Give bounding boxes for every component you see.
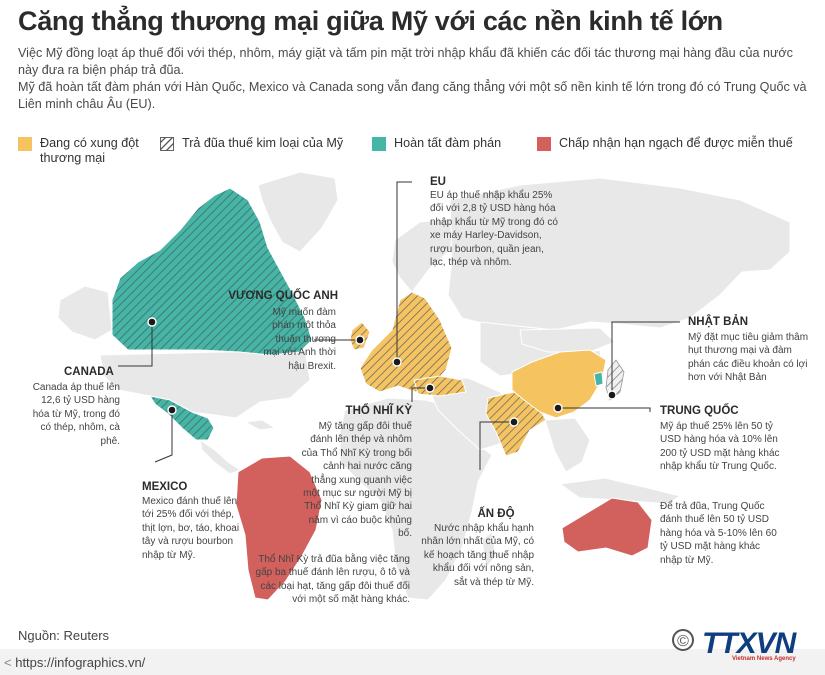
intro-paragraph-1: Việc Mỹ đồng loạt áp thuế đối với thép, … xyxy=(18,46,793,77)
marker-india xyxy=(509,417,519,427)
marker-eu xyxy=(392,357,402,367)
india-text: Nước nhập khẩu hạnh nhân lớn nhất của Mỹ… xyxy=(421,523,534,588)
eu-text: EU áp thuế nhập khẩu 25% đối với 2,8 tỷ … xyxy=(430,190,558,269)
leader-japan xyxy=(611,321,680,395)
leader-india xyxy=(479,421,514,470)
land-usa xyxy=(99,349,311,419)
page-title: Căng thẳng thương mại giữa Mỹ với các nề… xyxy=(18,6,723,36)
legend-swatch-negotiated xyxy=(372,137,386,151)
region-south-korea xyxy=(593,371,604,387)
land-alaska xyxy=(57,285,113,341)
land-russia xyxy=(447,177,791,331)
land-central-america xyxy=(199,438,242,475)
footer-url: https://infographics.vn/ xyxy=(15,655,146,670)
marker-china xyxy=(553,403,563,413)
marker-canada xyxy=(147,317,157,327)
japan-text: Mỹ đặt mục tiêu giảm thâm hụt thương mại… xyxy=(688,332,809,384)
legend-label-conflict: Đang có xung đột thương mại xyxy=(40,136,139,165)
legend-swatch-hatch xyxy=(159,136,175,152)
uk-heading: VƯƠNG QUỐC ANH xyxy=(228,290,338,302)
region-australia xyxy=(561,497,653,557)
logo-agency: Vietnam News Agency xyxy=(732,656,796,662)
marker-japan xyxy=(607,390,617,400)
leader-mexico xyxy=(154,410,173,463)
footer-bar xyxy=(0,649,825,675)
source-note: Nguồn: Reuters xyxy=(18,628,110,643)
region-canada xyxy=(111,187,313,356)
intro-text: Việc Mỹ đồng loạt áp thuế đối với thép, … xyxy=(18,45,808,113)
copyright-icon: © xyxy=(672,629,694,651)
turkey-heading: THỔ NHĨ KỲ xyxy=(345,405,412,417)
intro-paragraph-2: Mỹ đã hoàn tất đàm phán với Hàn Quốc, Me… xyxy=(18,80,807,111)
canada-text: Canada áp thuế lên 12,6 tỷ USD hàng hóa … xyxy=(32,382,120,447)
land-indonesia xyxy=(558,477,682,505)
logo-text: TTXVN xyxy=(702,627,796,660)
japan-heading: NHẬT BẢN xyxy=(688,316,749,328)
region-japan xyxy=(605,359,625,401)
legend-swatch-quota xyxy=(537,137,551,151)
region-china xyxy=(511,349,607,419)
eu-heading: EU xyxy=(430,176,446,188)
marker-uk xyxy=(355,335,365,345)
land-greenland xyxy=(257,171,339,253)
legend-label-retaliation: Trả đũa thuế kim loại của Mỹ xyxy=(182,136,344,150)
region-eu xyxy=(359,291,453,393)
leader-china xyxy=(558,407,651,412)
land-nordic xyxy=(391,217,456,293)
leader-canada xyxy=(118,322,153,367)
legend-label-negotiated: Hoàn tất đàm phán xyxy=(394,136,502,150)
china-text-2: Để trả đũa, Trung Quốc đánh thuế lên 50 … xyxy=(660,501,777,566)
turkey-text-2: Thổ Nhĩ Kỳ trả đũa bằng việc tăng gấp ba… xyxy=(255,554,410,606)
canada-heading: CANADA xyxy=(64,366,114,378)
ttxvn-logo: © TTXVN Vietnam News Agency xyxy=(672,627,817,665)
legend-swatch-conflict xyxy=(18,137,32,151)
footer-link[interactable]: < https://infographics.vn/ xyxy=(4,655,145,670)
marker-mexico xyxy=(167,405,177,415)
land-madagascar xyxy=(481,531,497,570)
china-text: Mỹ áp thuế 25% lên 50 tỷ USD hàng hóa và… xyxy=(660,421,780,473)
china-heading: TRUNG QUỐC xyxy=(660,405,739,417)
legend-label-quota: Chấp nhận hạn ngạch để được miễn thuế xyxy=(559,136,793,150)
marker-turkey xyxy=(425,383,435,393)
land-caribbean xyxy=(243,419,277,431)
land-se-asia xyxy=(544,417,591,473)
mexico-heading: MEXICO xyxy=(142,481,188,493)
uk-text: Mỹ muốn đàm phán một thỏa thuận thương m… xyxy=(263,307,336,372)
region-south-america xyxy=(235,455,323,601)
india-heading: ẤN ĐỘ xyxy=(477,508,515,520)
mexico-text: Mexico đánh thuế lên tới 25% đối với thé… xyxy=(142,496,240,561)
share-icon: < xyxy=(4,655,12,670)
region-mexico xyxy=(148,395,215,441)
leader-turkey xyxy=(411,387,430,402)
turkey-text: Mỹ tăng gấp đôi thuế đánh lên thép và nh… xyxy=(301,421,412,540)
leader-eu xyxy=(396,181,412,362)
region-turkey xyxy=(413,375,467,397)
